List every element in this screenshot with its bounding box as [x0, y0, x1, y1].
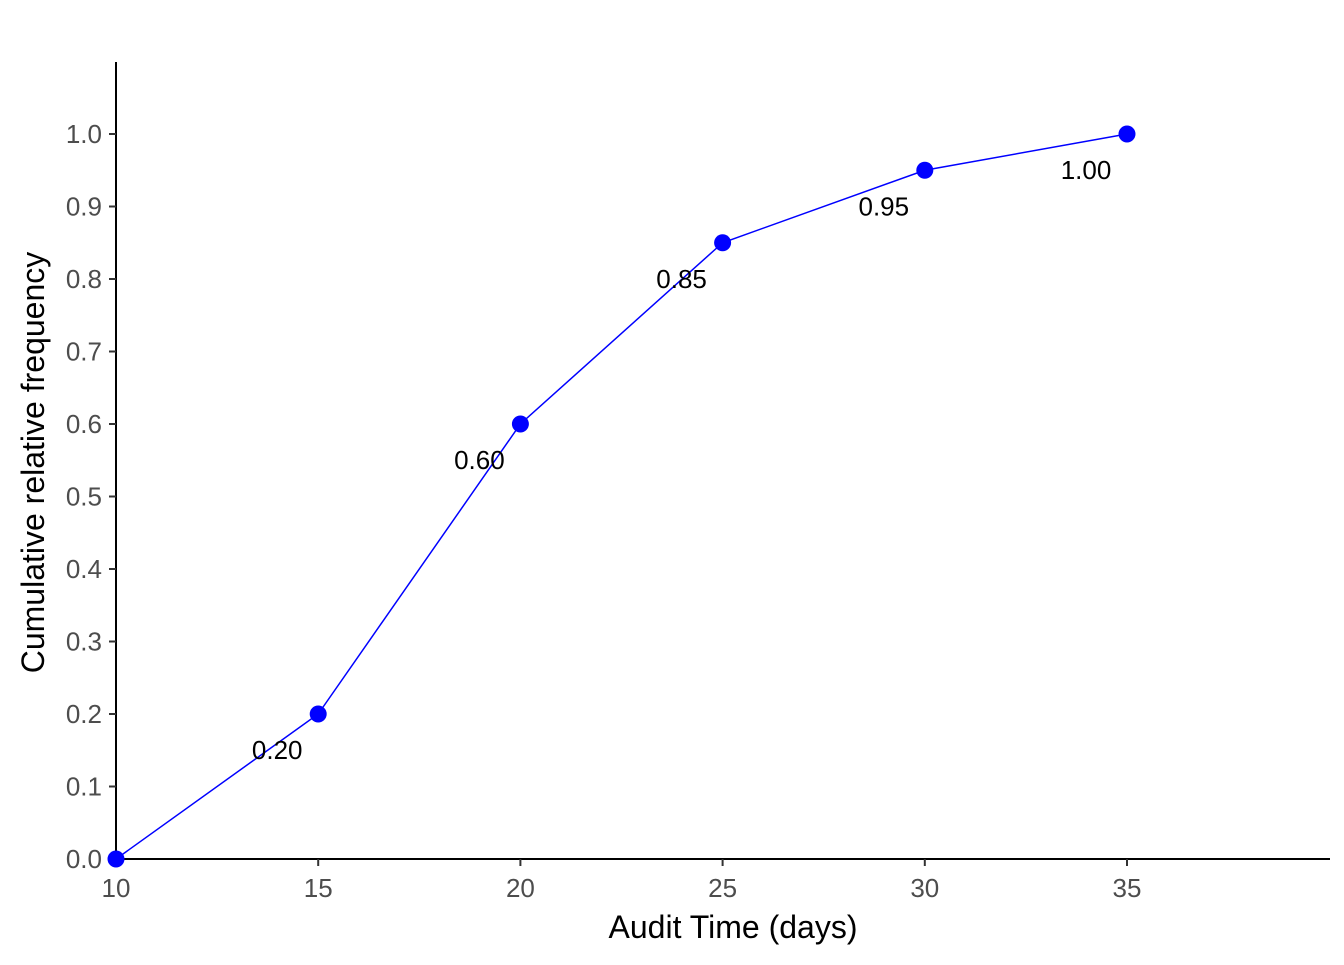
y-tick-label: 0.2 [66, 699, 102, 729]
x-axis-title: Audit Time (days) [609, 909, 858, 945]
y-tick-label: 0.5 [66, 482, 102, 512]
y-tick-label: 0.0 [66, 844, 102, 874]
data-point [107, 850, 125, 868]
data-label: 0.85 [656, 264, 707, 294]
data-label: 1.00 [1061, 155, 1112, 185]
y-tick-label: 0.6 [66, 409, 102, 439]
y-axis-title: Cumulative relative frequency [15, 252, 51, 674]
x-tick-label: 20 [506, 873, 535, 903]
y-tick-label: 0.4 [66, 554, 102, 584]
y-tick-label: 1.0 [66, 119, 102, 149]
x-tick-label: 15 [304, 873, 333, 903]
y-tick-label: 0.7 [66, 337, 102, 367]
data-point [916, 161, 934, 179]
data-labels: 0.20 0.60 0.85 0.95 1.00 [252, 155, 1111, 765]
series-layer [107, 125, 1136, 868]
y-axis-ticks: 0.0 0.1 0.2 0.3 0.4 0.5 0.6 0.7 0.8 0.9 1.0 [66, 119, 116, 874]
data-point [511, 415, 529, 433]
y-tick-label: 0.1 [66, 772, 102, 802]
data-point [714, 234, 732, 252]
x-tick-label: 10 [102, 873, 131, 903]
data-label: 0.60 [454, 445, 505, 475]
x-tick-label: 30 [910, 873, 939, 903]
data-point [1118, 125, 1136, 143]
y-tick-label: 0.8 [66, 264, 102, 294]
x-tick-label: 25 [708, 873, 737, 903]
y-tick-label: 0.9 [66, 192, 102, 222]
data-label: 0.95 [858, 191, 909, 221]
data-label: 0.20 [252, 735, 303, 765]
x-tick-label: 35 [1113, 873, 1142, 903]
x-axis-ticks: 10 15 20 25 30 35 [102, 859, 1142, 903]
data-point [309, 705, 327, 723]
y-tick-label: 0.3 [66, 627, 102, 657]
series-line [115, 133, 1128, 860]
